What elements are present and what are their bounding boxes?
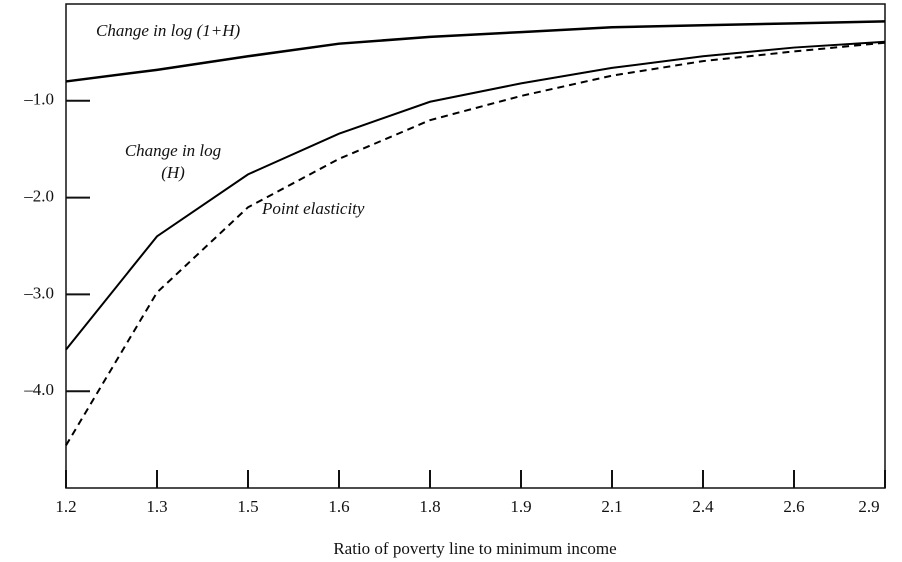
x-tick-label: 2.4 xyxy=(692,497,714,516)
y-tick-label: –2.0 xyxy=(23,187,54,206)
x-tick-label: 2.6 xyxy=(783,497,804,516)
x-tick-label: 1.6 xyxy=(328,497,349,516)
series-line xyxy=(65,41,886,446)
y-tick-label: –4.0 xyxy=(23,380,54,399)
plot-frame xyxy=(65,3,886,489)
series-label: Point elasticity xyxy=(262,199,365,218)
x-axis-label: Ratio of poverty line to minimum income xyxy=(333,539,616,558)
x-tick-label: 2.9 xyxy=(858,497,879,516)
series-line xyxy=(65,40,886,351)
x-tick-label: 1.8 xyxy=(419,497,440,516)
x-tick-label: 1.9 xyxy=(510,497,531,516)
series-line xyxy=(65,20,886,83)
x-tick-label: 1.5 xyxy=(237,497,258,516)
x-tick-label: 2.1 xyxy=(601,497,622,516)
x-tick-label: 1.3 xyxy=(146,497,167,516)
y-tick-label: –1.0 xyxy=(23,90,54,109)
y-tick-label: –3.0 xyxy=(23,283,54,302)
series-label: Change in log (1+H) xyxy=(96,21,241,40)
x-tick-label: 1.2 xyxy=(55,497,76,516)
series-label: Change in log (H) xyxy=(124,141,222,182)
